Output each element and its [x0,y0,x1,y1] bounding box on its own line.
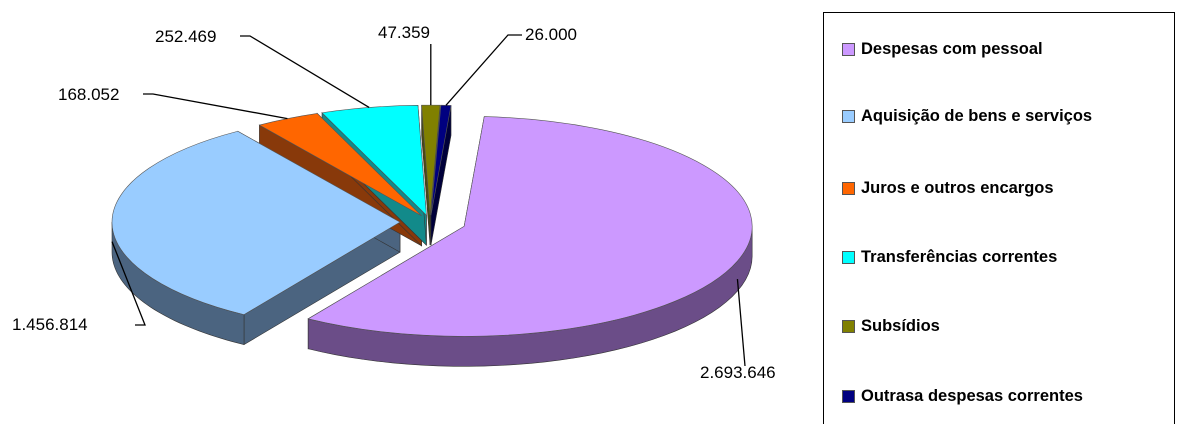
pie-slice-despesas-com-pessoal [307,116,753,337]
legend: Despesas com pessoal Aquisição de bens e… [823,12,1175,424]
legend-swatch [842,109,855,123]
data-label: 1.456.814 [12,315,88,334]
data-label: 168.052 [58,85,119,104]
data-label: 47.359 [378,23,430,42]
legend-swatch [842,181,855,195]
legend-item-despesas-com-pessoal: Despesas com pessoal [842,39,1043,59]
legend-label: Transferências correntes [861,247,1058,266]
legend-swatch [842,42,855,56]
legend-item-juros: Juros e outros encargos [842,178,1054,198]
legend-item-subsidios: Subsídios [842,316,940,336]
data-label: 252.469 [155,27,216,46]
pie-chart: 2.693.646 1.456.814 168.052 252.469 47.359 26… [12,23,776,382]
pie-slice-aquisicao [111,130,401,315]
legend-swatch [842,250,855,264]
data-label: 2.693.646 [700,363,776,382]
leader-line [111,241,146,326]
legend-label: Outrasa despesas correntes [861,386,1083,405]
leader-line [143,93,288,120]
leader-line [240,35,370,109]
data-labels: 2.693.646 1.456.814 168.052 252.469 47.359 26… [12,23,776,382]
legend-swatch [842,319,855,333]
pie-slice-subsidios [421,104,441,216]
data-label: 26.000 [525,25,577,44]
legend-item-outrasa-despesas: Outrasa despesas correntes [842,386,1083,406]
legend-label: Despesas com pessoal [861,39,1043,58]
legend-label: Aquisição de bens e serviços [861,106,1093,125]
leader-line [445,34,522,106]
pie-slice-juros [258,113,422,217]
legend-item-aquisicao-de-bens: Aquisição de bens e serviços [842,106,1092,126]
legend-item-transferencias: Transferências correntes [842,247,1057,267]
legend-label: Subsídios [861,316,940,335]
leader-line [736,278,746,367]
pie-tops [111,104,753,337]
pie-chart-svg: 2.693.646 1.456.814 168.052 252.469 47.359 26… [12,23,776,382]
legend-swatch [842,389,855,403]
legend-label: Juros e outros encargos [861,178,1054,197]
pie-slice-transferencias [321,105,427,217]
